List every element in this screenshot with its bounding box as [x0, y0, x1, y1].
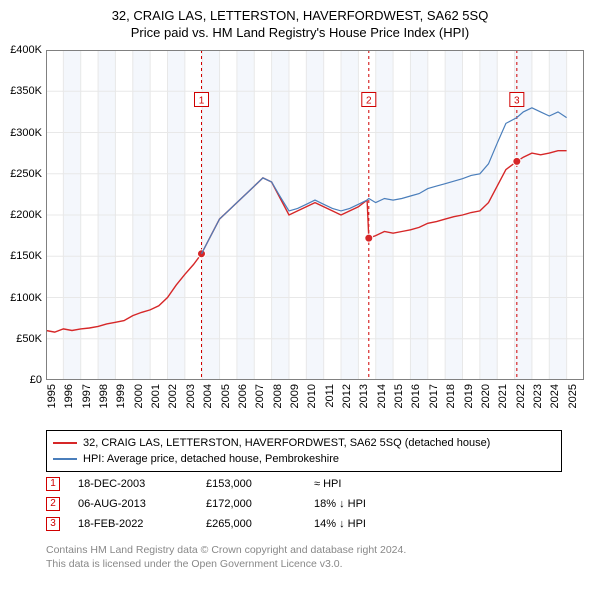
footer-line2: This data is licensed under the Open Gov…: [46, 558, 562, 572]
x-tick-label: 1996: [63, 384, 75, 408]
x-tick-label: 1995: [46, 384, 58, 408]
address-title: 32, CRAIG LAS, LETTERSTON, HAVERFORDWEST…: [0, 8, 600, 23]
x-tick-label: 2007: [254, 384, 266, 408]
x-tick-label: 2001: [150, 384, 162, 408]
event-price: £153,000: [206, 478, 296, 490]
event-marker-num: 3: [46, 517, 60, 531]
legend-label: 32, CRAIG LAS, LETTERSTON, HAVERFORDWEST…: [83, 437, 490, 449]
x-tick-label: 2010: [306, 384, 318, 408]
y-axis-ticks: £0£50K£100K£150K£200K£250K£300K£350K£400…: [0, 50, 46, 380]
chart-svg: 1 2 3: [46, 50, 584, 380]
event-marker-num: 1: [46, 477, 60, 491]
y-tick-label: £300K: [10, 127, 42, 139]
legend-label: HPI: Average price, detached house, Pemb…: [83, 453, 339, 465]
event-price: £172,000: [206, 498, 296, 510]
x-tick-label: 2013: [358, 384, 370, 408]
x-tick-label: 2015: [393, 384, 405, 408]
svg-text:3: 3: [514, 96, 520, 107]
x-tick-label: 2016: [410, 384, 422, 408]
x-tick-label: 2017: [428, 384, 440, 408]
y-tick-label: £200K: [10, 209, 42, 221]
y-tick-label: £100K: [10, 292, 42, 304]
x-tick-label: 2019: [463, 384, 475, 408]
event-date: 06-AUG-2013: [78, 498, 188, 510]
y-tick-label: £350K: [10, 85, 42, 97]
events-table: 1 18-DEC-2003 £153,000 ≈ HPI 2 06-AUG-2013 £17…: [46, 474, 562, 534]
svg-text:1: 1: [199, 96, 205, 107]
event-row: 1 18-DEC-2003 £153,000 ≈ HPI: [46, 474, 562, 494]
x-tick-label: 2012: [341, 384, 353, 408]
x-tick-label: 1998: [98, 384, 110, 408]
plot-area: 1 2 3: [46, 50, 584, 380]
legend-swatch: [53, 442, 77, 444]
event-price: £265,000: [206, 518, 296, 530]
y-tick-label: £400K: [10, 44, 42, 56]
legend-row: HPI: Average price, detached house, Pemb…: [53, 451, 555, 467]
x-tick-label: 2008: [272, 384, 284, 408]
x-tick-label: 2000: [133, 384, 145, 408]
x-tick-label: 2002: [167, 384, 179, 408]
x-tick-label: 2014: [376, 384, 388, 408]
x-tick-label: 1999: [115, 384, 127, 408]
x-tick-label: 1997: [81, 384, 93, 408]
x-tick-label: 2020: [480, 384, 492, 408]
x-tick-label: 2022: [515, 384, 527, 408]
y-tick-label: £0: [30, 374, 42, 386]
x-tick-label: 2011: [324, 384, 336, 408]
subtitle: Price paid vs. HM Land Registry's House …: [0, 25, 600, 40]
x-tick-label: 2006: [237, 384, 249, 408]
y-tick-label: £250K: [10, 168, 42, 180]
x-tick-label: 2004: [202, 384, 214, 408]
legend-box: 32, CRAIG LAS, LETTERSTON, HAVERFORDWEST…: [46, 430, 562, 472]
legend-row: 32, CRAIG LAS, LETTERSTON, HAVERFORDWEST…: [53, 435, 555, 451]
event-row: 2 06-AUG-2013 £172,000 18% ↓ HPI: [46, 494, 562, 514]
legend-swatch: [53, 458, 77, 460]
x-tick-label: 2025: [567, 384, 579, 408]
y-tick-label: £150K: [10, 250, 42, 262]
x-axis-ticks: 1995 1996 1997 1998 1999 2000 2001 2002 2003 2004…: [46, 382, 584, 428]
x-tick-label: 2009: [289, 384, 301, 408]
y-tick-label: £50K: [16, 333, 42, 345]
event-row: 3 18-FEB-2022 £265,000 14% ↓ HPI: [46, 514, 562, 534]
title-block: 32, CRAIG LAS, LETTERSTON, HAVERFORDWEST…: [0, 0, 600, 40]
x-tick-label: 2021: [497, 384, 509, 408]
event-date: 18-FEB-2022: [78, 518, 188, 530]
x-tick-label: 2003: [185, 384, 197, 408]
event-date: 18-DEC-2003: [78, 478, 188, 490]
x-tick-label: 2018: [445, 384, 457, 408]
x-tick-label: 2005: [220, 384, 232, 408]
event-hpi-diff: ≈ HPI: [314, 478, 562, 490]
x-tick-label: 2023: [532, 384, 544, 408]
event-hpi-diff: 18% ↓ HPI: [314, 498, 562, 510]
footer-attribution: Contains HM Land Registry data © Crown c…: [46, 544, 562, 571]
svg-text:2: 2: [366, 96, 372, 107]
event-marker-num: 2: [46, 497, 60, 511]
x-tick-label: 2024: [549, 384, 561, 408]
event-hpi-diff: 14% ↓ HPI: [314, 518, 562, 530]
chart-container: 32, CRAIG LAS, LETTERSTON, HAVERFORDWEST…: [0, 0, 600, 590]
footer-line1: Contains HM Land Registry data © Crown c…: [46, 544, 562, 558]
